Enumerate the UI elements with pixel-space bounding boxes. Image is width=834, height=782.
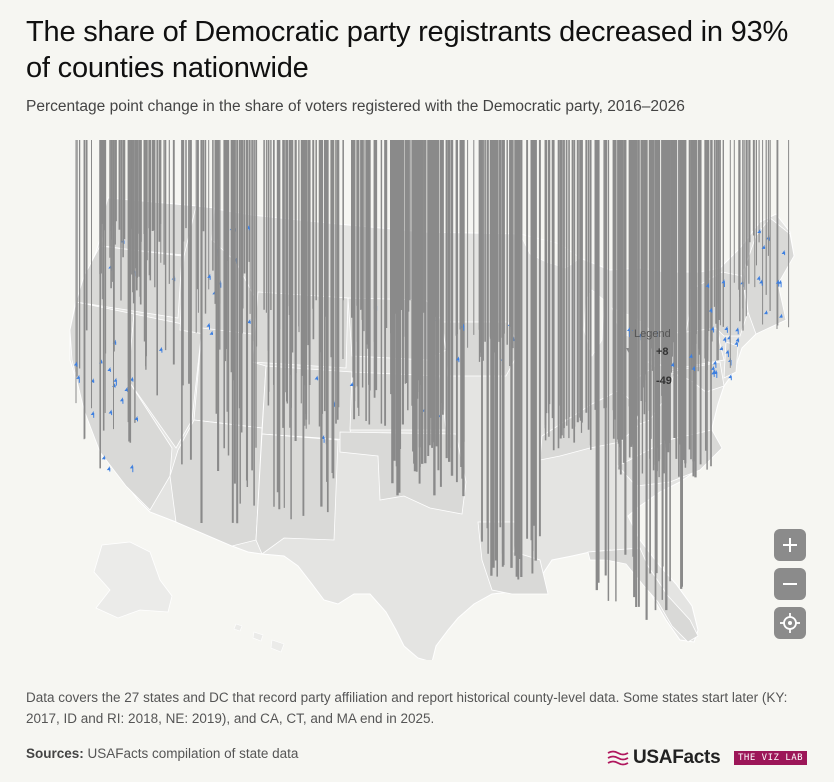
increase-arrow-head [757,228,761,233]
minus-icon [783,583,797,585]
increase-arrow-head [113,377,117,382]
increase-arrow-head [101,455,105,460]
increase-arrow-head [728,374,732,379]
usafacts-logo[interactable]: USAFacts [607,745,721,771]
legend-min-label: -49 [656,375,672,387]
recenter-button[interactable] [774,607,806,639]
increase-arrow-head [670,362,674,367]
map-area[interactable]: Legend +8 -49 [0,140,834,660]
increase-arrow-head [727,335,731,340]
increase-arrow-head [108,409,112,414]
state-florida [587,547,699,643]
increase-arrow-head [158,346,162,351]
increase-arrow-head [779,313,783,318]
increase-arrow-head [764,310,768,315]
sources-text: USAFacts compilation of state data [83,746,299,761]
plus-icon [783,538,797,552]
increase-arrow-head [756,275,760,280]
increase-arrow-head [209,330,213,335]
legend: Legend +8 -49 [626,326,706,406]
increase-arrow-head [455,356,459,361]
increase-arrow-head [106,466,110,471]
increase-arrow-head [775,279,779,284]
increase-arrow-head [124,386,128,391]
increase-arrow-head [735,337,739,342]
page-title: The share of Democratic party registrant… [26,16,789,84]
increase-arrow-head [712,360,716,365]
increase-arrow-head [719,346,723,351]
increase-arrow-head [781,249,785,254]
flag-icon [607,750,629,766]
increase-arrow-head [107,366,111,371]
increase-arrow-head [710,326,714,331]
increase-arrow-head [712,369,716,374]
increase-arrow-head [721,279,725,284]
increase-arrow-head [713,370,717,375]
increase-arrow-head [705,282,709,287]
legend-title: Legend [634,328,671,340]
footnote: Data covers the 27 states and DC that re… [26,690,788,726]
increase-arrow-head [207,273,211,278]
increase-arrow-head [314,375,318,380]
increase-arrow-head [711,365,715,370]
increase-arrow-head [708,307,712,312]
increase-arrow-head [73,361,77,366]
county-arrows [73,140,790,620]
page-subtitle: Percentage point change in the share of … [26,98,685,115]
brand-name: USAFacts [633,747,721,768]
increase-arrow-head [725,349,729,354]
increase-arrow-head [134,416,138,421]
sources-label: Sources: [26,746,84,761]
alaska-shape [93,541,173,619]
viz-lab-badge: THE VIZ LAB [734,751,808,765]
increase-arrow-head [734,340,738,345]
increase-arrow-head [688,353,692,358]
hawaii-shape [233,623,285,653]
increase-arrow-head [349,381,353,386]
state-arizona [169,419,263,547]
increase-arrow-head [76,374,80,379]
increase-arrow-head [761,244,765,249]
increase-arrow-head [778,279,782,284]
us-map [69,140,795,660]
recenter-icon [780,613,800,633]
increase-arrow-head [206,322,210,327]
increase-arrow-head [759,279,763,284]
state-new-mexico [255,433,339,555]
legend-max-label: +8 [656,346,669,358]
legend-decrease-arrow [626,326,636,357]
increase-arrow-head [722,336,726,341]
increase-arrow-head [90,410,94,415]
increase-arrow-head [129,464,133,469]
increase-arrow-head [735,327,739,332]
zoom-in-button[interactable] [774,529,806,561]
sources: Sources: USAFacts compilation of state d… [26,746,298,761]
increase-arrow-head [724,326,728,331]
increase-arrow-head [119,397,123,402]
zoom-out-button[interactable] [774,568,806,600]
